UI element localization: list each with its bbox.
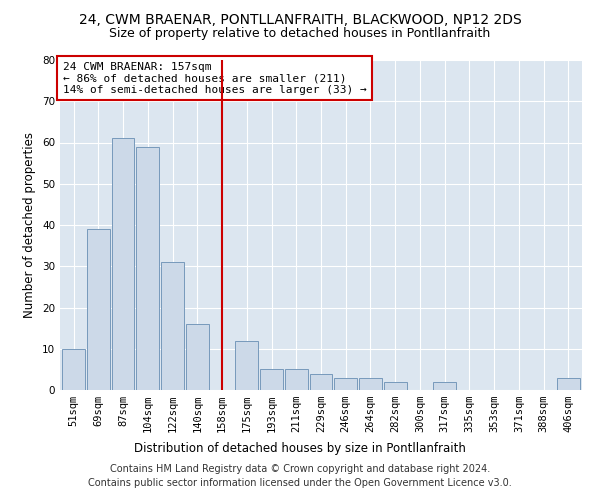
Text: 24, CWM BRAENAR, PONTLLANFRAITH, BLACKWOOD, NP12 2DS: 24, CWM BRAENAR, PONTLLANFRAITH, BLACKWO… (79, 12, 521, 26)
Bar (310, 374, 332, 390)
Text: Size of property relative to detached houses in Pontllanfraith: Size of property relative to detached ho… (109, 28, 491, 40)
Bar (62, 349, 85, 390)
Bar (433, 382, 456, 390)
Bar (359, 378, 382, 390)
Bar (112, 138, 134, 390)
Bar (384, 382, 407, 390)
Y-axis label: Number of detached properties: Number of detached properties (23, 132, 37, 318)
Bar (186, 324, 209, 390)
Text: 24 CWM BRAENAR: 157sqm
← 86% of detached houses are smaller (211)
14% of semi-de: 24 CWM BRAENAR: 157sqm ← 86% of detached… (62, 62, 367, 95)
Bar (235, 340, 258, 390)
Bar (285, 370, 308, 390)
Bar (87, 229, 110, 390)
Bar (161, 262, 184, 390)
Bar (334, 378, 357, 390)
Bar (136, 146, 159, 390)
Text: Distribution of detached houses by size in Pontllanfraith: Distribution of detached houses by size … (134, 442, 466, 455)
Bar (557, 378, 580, 390)
Text: Contains HM Land Registry data © Crown copyright and database right 2024.
Contai: Contains HM Land Registry data © Crown c… (88, 464, 512, 487)
Bar (260, 370, 283, 390)
